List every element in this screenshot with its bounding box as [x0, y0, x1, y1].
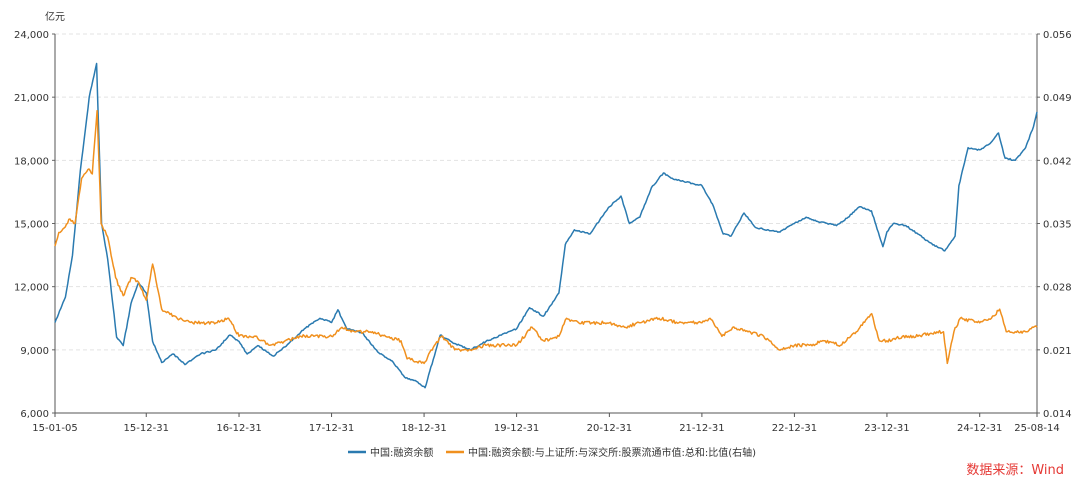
- y-left-tick-label: 18,000: [14, 156, 49, 167]
- y-left-tick-label: 6,000: [20, 409, 49, 420]
- source-label: 数据来源：Wind: [966, 463, 1064, 478]
- x-tick-label: 17-12-31: [309, 423, 354, 434]
- y-right-tick-label: 0.021: [1043, 346, 1072, 357]
- legend-label-2: 中国:融资余额:与上证所:与深交所:股票流通市值:总和:比值(右轴): [468, 446, 756, 459]
- y-left-unit-label: 亿元: [45, 10, 65, 23]
- legend: 中国:融资余额 中国:融资余额:与上证所:与深交所:股票流通市值:总和:比值(右轴…: [348, 446, 756, 459]
- y-right-tick-label: 0.035: [1043, 220, 1072, 231]
- x-tick-label: 22-12-31: [772, 423, 817, 434]
- y-right-tick-label: 0.014: [1043, 409, 1072, 420]
- series-line-1: [54, 62, 1038, 389]
- y-left-tick-label: 9,000: [20, 346, 49, 357]
- x-tick-label: 21-12-31: [679, 423, 724, 434]
- x-tick-label: 19-12-31: [494, 423, 539, 434]
- x-tick-label: 16-12-31: [216, 423, 261, 434]
- x-tick-label: 15-01-05: [32, 423, 77, 434]
- y-right-tick-label: 0.042: [1043, 156, 1072, 167]
- x-tick-label: 24-12-31: [957, 423, 1002, 434]
- y-left-tick-label: 12,000: [14, 283, 49, 294]
- y-right-tick-label: 0.049: [1043, 93, 1072, 104]
- y-right-tick-label: 0.028: [1043, 283, 1072, 294]
- y-left-tick-label: 24,000: [14, 30, 49, 41]
- x-tick-label: 25-08-14: [1014, 423, 1059, 434]
- legend-label-1: 中国:融资余额: [370, 446, 433, 459]
- axes: 6,000 0.014 9,000 0.021 12,000 0.028 15,000 0.0…: [14, 10, 1072, 434]
- x-tick-label: 20-12-31: [587, 423, 632, 434]
- y-left-tick-label: 21,000: [14, 93, 49, 104]
- y-right-tick-label: 0.056: [1043, 30, 1072, 41]
- series-line-2: [54, 109, 1038, 365]
- y-left-tick-label: 15,000: [14, 220, 49, 231]
- x-tick-label: 18-12-31: [401, 423, 446, 434]
- x-tick-label: 23-12-31: [864, 423, 909, 434]
- series-lines: [54, 62, 1038, 389]
- x-tick-label: 15-12-31: [124, 423, 169, 434]
- grid: [55, 33, 1037, 351]
